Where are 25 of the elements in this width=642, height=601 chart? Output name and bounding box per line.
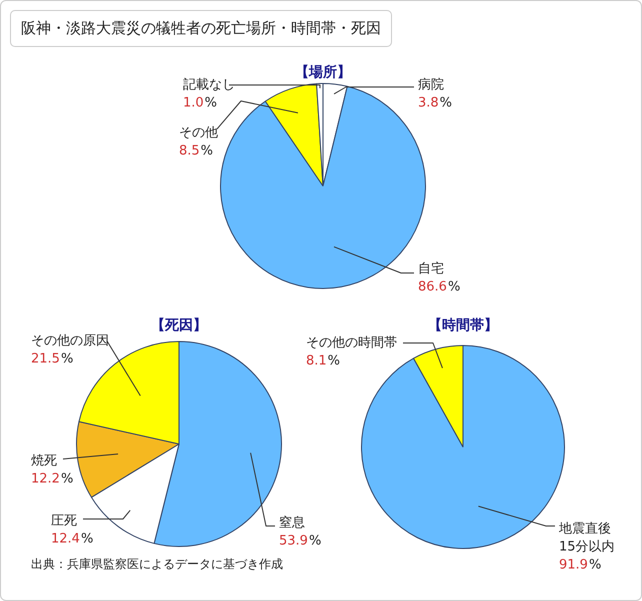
slice-label: 圧死: [51, 513, 77, 528]
chart-title: 【死因】: [151, 318, 207, 334]
slice-label: その他の原因: [31, 333, 109, 348]
slice-label: その他: [179, 125, 218, 140]
data-label: 12.4%: [51, 531, 94, 546]
chart-title: 【時間帯】: [428, 318, 498, 334]
data-label: 53.9%: [279, 533, 322, 548]
chart-title: 【場所】: [295, 64, 351, 81]
slice-label: 自宅: [418, 260, 444, 276]
text: 阪神・淡路大震災の犠牲者の死亡場所・時間帯・死因: [10, 10, 392, 47]
source-note: 出典：兵庫県監察医によるデータに基づき作成: [31, 556, 283, 573]
slice-label: 焼死: [31, 453, 57, 468]
slice-label: 記載なし: [183, 77, 235, 92]
data-label: 86.6%: [418, 279, 460, 294]
slice-label: その他の時間帯: [306, 335, 397, 350]
data-label: 12.2%: [31, 471, 74, 486]
data-label: 1.0%: [183, 95, 218, 110]
slice-label: 地震直後 15分以内: [558, 521, 615, 554]
slice-label: 窒息: [279, 514, 305, 530]
data-label: 3.8%: [418, 95, 452, 110]
data-label: 21.5%: [31, 351, 74, 366]
slice-label: 病院: [418, 77, 444, 92]
data-label: 8.1%: [306, 353, 340, 368]
data-label: 8.5%: [179, 143, 214, 158]
data-label: 91.9%: [559, 557, 602, 572]
